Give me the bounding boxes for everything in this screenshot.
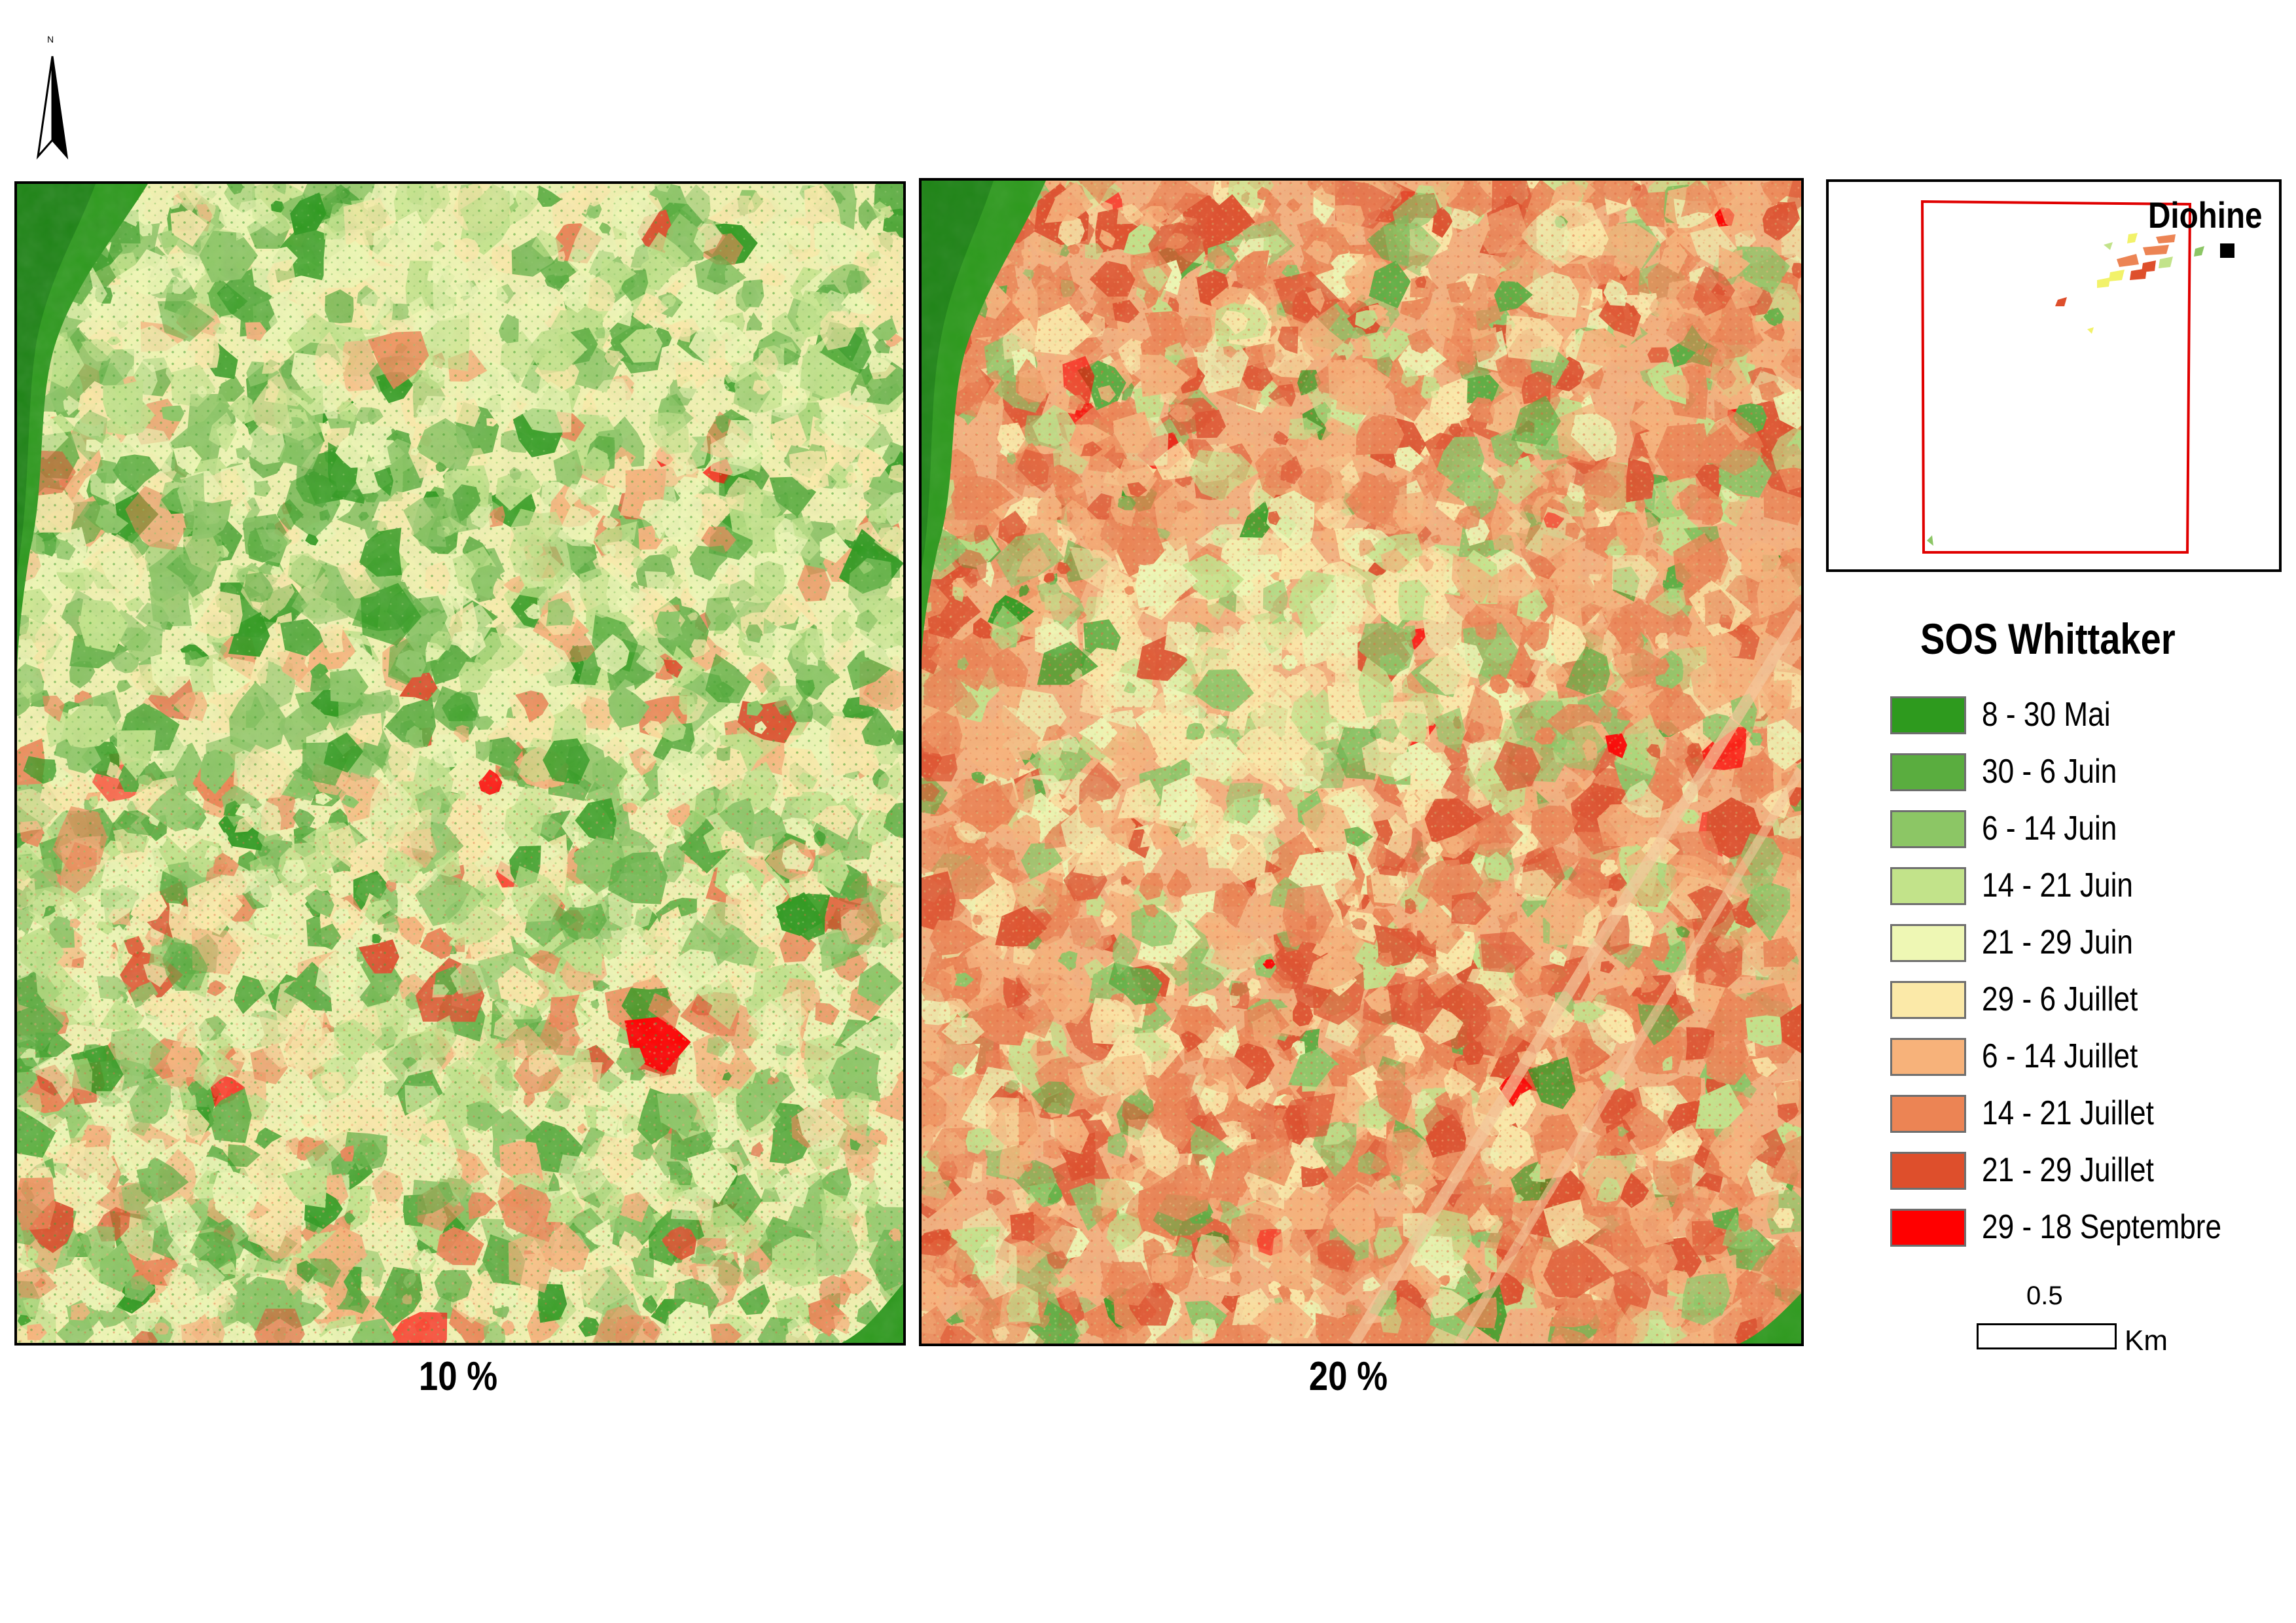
legend-swatch: [1890, 1095, 1966, 1133]
legend-label: 21 - 29 Juillet: [1982, 1151, 2154, 1189]
scale-bar: [1977, 1323, 2117, 1349]
north-arrow: N: [33, 34, 72, 160]
legend-label: 29 - 18 Septembre: [1982, 1208, 2222, 1246]
legend-label: 8 - 30 Mai: [1982, 696, 2111, 734]
legend-swatch: [1890, 696, 1966, 734]
legend-swatch: [1890, 1152, 1966, 1190]
legend-label: 21 - 29 Juin: [1982, 923, 2133, 961]
legend-label: 29 - 6 Juillet: [1982, 980, 2138, 1018]
diohine-marker: [2220, 243, 2234, 258]
legend-label: 30 - 6 Juin: [1982, 753, 2117, 791]
inset-boundary: [1920, 200, 2234, 554]
legend-swatch: [1890, 924, 1966, 962]
legend-label: 6 - 14 Juillet: [1982, 1037, 2138, 1075]
scale-bar-value: 0.5: [2026, 1281, 2063, 1310]
legend-label: 14 - 21 Juillet: [1982, 1094, 2154, 1132]
legend-label: 14 - 21 Juin: [1982, 866, 2133, 904]
caption-20: 20 %: [1308, 1354, 1388, 1399]
legend-label: 6 - 14 Juin: [1982, 810, 2117, 847]
legend-swatch: [1890, 753, 1966, 791]
caption-10: 10 %: [418, 1354, 498, 1399]
legend-swatch: [1890, 867, 1966, 905]
scale-bar-unit: Km: [2125, 1325, 2168, 1357]
north-label: N: [47, 34, 54, 45]
legend-swatch: [1890, 981, 1966, 1019]
map-panel-10: [14, 181, 906, 1346]
legend-swatch: [1890, 1038, 1966, 1076]
north-arrow-icon: [36, 56, 69, 160]
sos-raster-20: [922, 181, 1801, 1344]
legend-swatch: [1890, 1209, 1966, 1247]
inset-map: Diohine: [1826, 179, 2282, 572]
legend-title: SOS Whittaker: [1920, 615, 2176, 663]
legend-swatch: [1890, 810, 1966, 848]
diohine-label: Diohine: [2148, 194, 2263, 236]
sos-raster-10: [17, 184, 903, 1343]
map-panel-20: [919, 178, 1804, 1346]
inset-parcels: [1927, 233, 2204, 546]
